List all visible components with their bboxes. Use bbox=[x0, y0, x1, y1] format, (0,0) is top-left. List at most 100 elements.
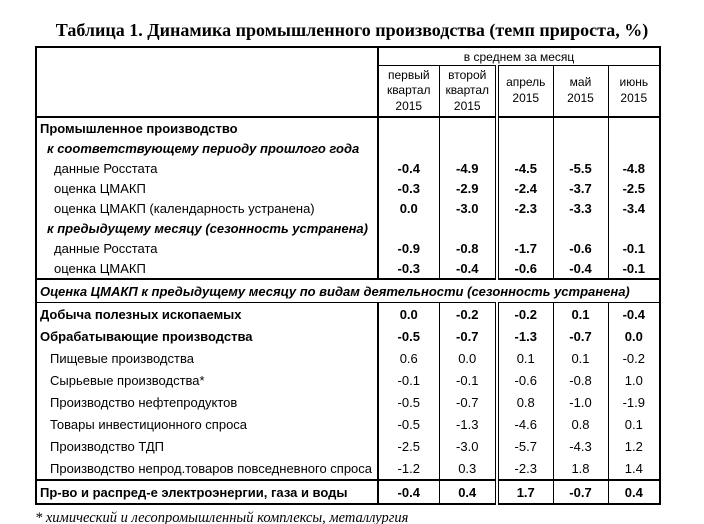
row-label: оценка ЦМАКП (календарность устранена) bbox=[36, 198, 379, 218]
row-label: Производство ТДП bbox=[36, 435, 379, 457]
table-row: Сырьевые производства* -0.1 -0.1 -0.6 -0.8 1.… bbox=[36, 369, 661, 391]
table-row: к соответствующему периоду прошлого года bbox=[36, 138, 661, 158]
value-cell: -3.4 bbox=[607, 198, 661, 218]
table-row: Добыча полезных ископаемых 0.0 -0.2 -0.2 0.1… bbox=[36, 302, 661, 325]
value-cell bbox=[495, 117, 553, 138]
row-label: к предыдущему месяцу (сезонность устране… bbox=[36, 218, 379, 238]
value-cell: -0.1 bbox=[607, 258, 661, 280]
row-label: оценка ЦМАКП bbox=[36, 258, 379, 280]
value-cell: -0.6 bbox=[495, 258, 553, 280]
value-cell bbox=[438, 138, 497, 158]
row-label: Пр-во и распред-е электроэнергии, газа и… bbox=[36, 479, 379, 504]
table-row: Промышленное производство bbox=[36, 117, 661, 138]
value-cell bbox=[438, 218, 497, 238]
value-cell: -4.3 bbox=[552, 435, 608, 457]
row-label: данные Росстата bbox=[36, 158, 379, 178]
value-cell: -0.7 bbox=[438, 325, 497, 347]
value-cell: 0.8 bbox=[552, 413, 608, 435]
value-cell: 1.7 bbox=[495, 479, 553, 504]
value-cell: -0.7 bbox=[552, 479, 608, 504]
value-cell: -0.3 bbox=[397, 180, 420, 196]
industrial-production-table: в среднем за месяц первый квартал 2015 вт… bbox=[35, 46, 662, 505]
value-cell bbox=[607, 138, 661, 158]
value-cell: -0.7 bbox=[552, 325, 608, 347]
table-row: Производство непрод.товаров повседневног… bbox=[36, 457, 661, 480]
table-row: Пищевые производства 0.6 0.0 0.1 0.1 -0.2 bbox=[36, 347, 661, 369]
value-cell: 0.1 bbox=[495, 347, 553, 369]
value-cell: 0.0 bbox=[399, 306, 418, 322]
value-cell: 0.0 bbox=[399, 200, 418, 216]
table-row: Оценка ЦМАКП к предыдущему месяцу по вид… bbox=[36, 279, 661, 303]
value-cell bbox=[495, 138, 553, 158]
value-cell: 1.2 bbox=[607, 435, 661, 457]
value-cell: 1.8 bbox=[552, 457, 608, 480]
row-label: Производство нефтепродуктов bbox=[36, 391, 379, 413]
table-row: Пр-во и распред-е электроэнергии, газа и… bbox=[36, 479, 661, 504]
value-cell: -1.2 bbox=[397, 460, 420, 476]
value-cell: -2.5 bbox=[397, 438, 420, 454]
value-cell: -0.2 bbox=[495, 302, 553, 325]
table-row: данные Росстата -0.4 -4.9 -4.5 -5.5 -4.8 bbox=[36, 158, 661, 178]
value-cell: 0.1 bbox=[607, 413, 661, 435]
row-label: Сырьевые производства* bbox=[36, 369, 379, 391]
value-cell: -0.6 bbox=[495, 369, 553, 391]
value-cell: 0.0 bbox=[438, 347, 497, 369]
value-cell: -0.5 bbox=[397, 416, 420, 432]
value-cell bbox=[552, 117, 608, 138]
value-cell: 0.4 bbox=[438, 479, 497, 504]
value-cell bbox=[438, 117, 497, 138]
section-header-label: Оценка ЦМАКП к предыдущему месяцу по вид… bbox=[36, 279, 661, 303]
value-cell: -1.3 bbox=[495, 325, 553, 347]
value-cell: -4.5 bbox=[495, 158, 553, 178]
value-cell: -1.9 bbox=[607, 391, 661, 413]
value-cell bbox=[607, 117, 661, 138]
column-header: июнь 2015 bbox=[607, 65, 661, 118]
header-group-label: в среднем за месяц bbox=[378, 47, 661, 66]
table-row: данные Росстата -0.9 -0.8 -1.7 -0.6 -0.1 bbox=[36, 238, 661, 258]
value-cell bbox=[378, 117, 439, 138]
value-cell: -2.3 bbox=[495, 457, 553, 480]
row-label: Обрабатывающие производства bbox=[36, 325, 379, 347]
value-cell: -0.7 bbox=[438, 391, 497, 413]
row-label: Добыча полезных ископаемых bbox=[36, 302, 379, 325]
value-cell: 1.0 bbox=[607, 369, 661, 391]
table-row: Обрабатывающие производства -0.5 -0.7 -1.3-… bbox=[36, 325, 661, 347]
value-cell: -1.7 bbox=[495, 238, 553, 258]
column-header: май 2015 bbox=[552, 65, 608, 118]
row-label: Производство непрод.товаров повседневног… bbox=[36, 457, 379, 480]
footnote: * химический и лесопромышленный комплекс… bbox=[35, 510, 409, 524]
value-cell: -2.3 bbox=[495, 198, 553, 218]
value-cell: -5.7 bbox=[495, 435, 553, 457]
column-header: второй квартал 2015 bbox=[438, 65, 497, 118]
value-cell: -0.4 bbox=[552, 258, 608, 280]
value-cell: 0.4 bbox=[607, 479, 661, 504]
value-cell: -5.5 bbox=[552, 158, 608, 178]
table-row: оценка ЦМАКП -0.3 -2.9 -2.4 -3.7 -2.5 bbox=[36, 178, 661, 198]
value-cell: -0.9 bbox=[397, 240, 420, 256]
table-title: Таблица 1. Динамика промышленного произв… bbox=[55, 20, 649, 40]
value-cell: -0.5 bbox=[397, 394, 420, 410]
value-cell: -0.1 bbox=[438, 369, 497, 391]
value-cell: -3.0 bbox=[438, 435, 497, 457]
value-cell: -0.4 bbox=[607, 302, 661, 325]
value-cell: -2.9 bbox=[438, 178, 497, 198]
header-label-cell bbox=[36, 47, 379, 118]
table-row: оценка ЦМАКП -0.3 -0.4 -0.6 -0.4 -0.1 bbox=[36, 258, 661, 280]
value-cell: 0.6 bbox=[399, 350, 418, 366]
value-cell: -0.2 bbox=[438, 302, 497, 325]
row-label: данные Росстата bbox=[36, 238, 379, 258]
column-header: первый квартал 2015 bbox=[378, 65, 439, 118]
value-cell bbox=[378, 218, 439, 238]
value-cell bbox=[495, 218, 553, 238]
value-cell: -4.8 bbox=[607, 158, 661, 178]
value-cell bbox=[607, 218, 661, 238]
value-cell: 0.0 bbox=[607, 325, 661, 347]
value-cell: -2.4 bbox=[495, 178, 553, 198]
table-row: Производство нефтепродуктов -0.5 -0.7 0.8 -1… bbox=[36, 391, 661, 413]
row-label: Промышленное производство bbox=[36, 117, 379, 138]
value-cell: 0.1 bbox=[552, 302, 608, 325]
table-row: к предыдущему месяцу (сезонность устране… bbox=[36, 218, 661, 238]
value-cell: -1.3 bbox=[438, 413, 497, 435]
header-group-row: в среднем за месяц bbox=[36, 47, 661, 118]
value-cell: -1.0 bbox=[552, 391, 608, 413]
